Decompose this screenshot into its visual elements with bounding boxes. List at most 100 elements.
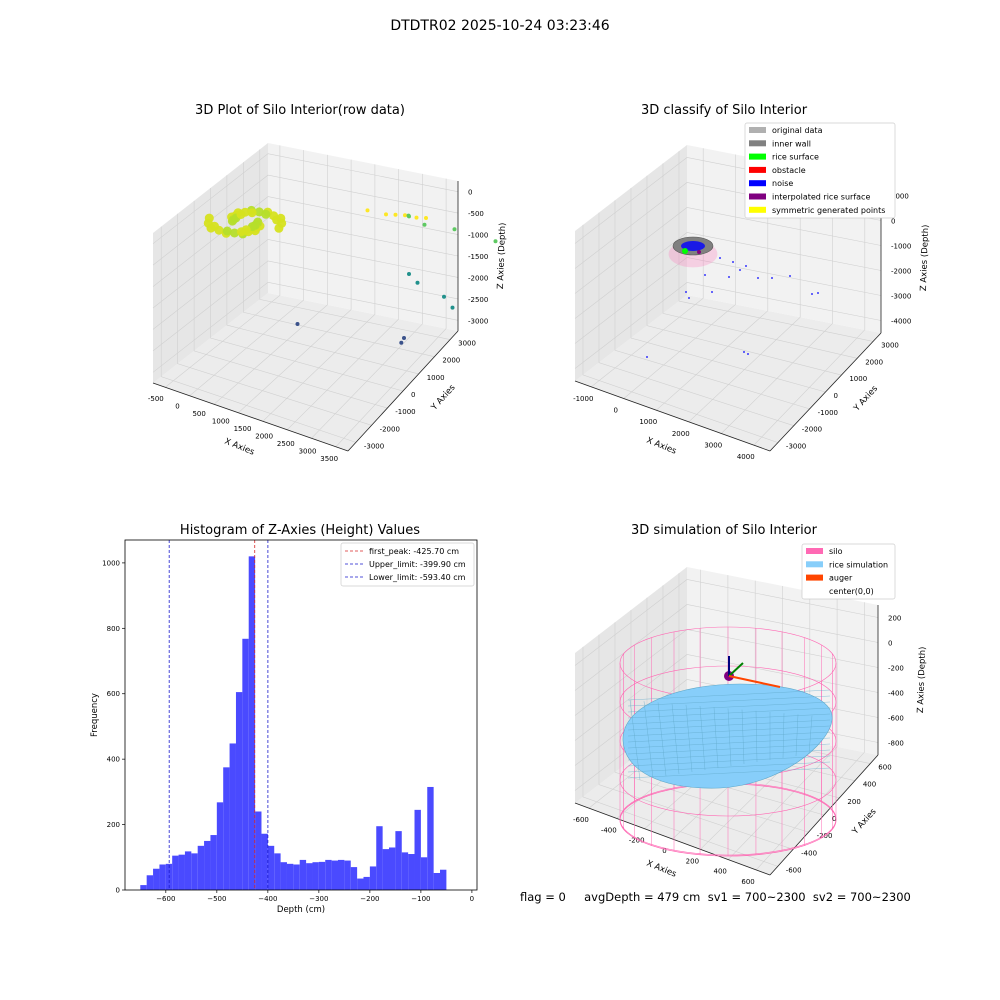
- p1-y-tick: -3000: [364, 442, 384, 450]
- p3-bar: [223, 767, 230, 890]
- p1-z-tick: 0: [468, 189, 472, 197]
- p2-y-tick: 0: [834, 392, 838, 400]
- p4-rice-mesh: [629, 699, 641, 781]
- p1-y-tick: 3000: [458, 340, 476, 348]
- p4-rice-mesh: [808, 715, 813, 755]
- p2-noise-point: [688, 297, 690, 299]
- p4-x-tick: -200: [629, 837, 645, 845]
- p1-grid-z: [152, 260, 459, 352]
- p2-noise-point: [747, 353, 749, 355]
- p3-legend-label: Lower_limit: -593.40 cm: [369, 573, 466, 582]
- p2-grid-y: [614, 200, 810, 410]
- p2-y-axis-line: [769, 332, 882, 452]
- p4-scene: [619, 626, 837, 857]
- p3-bar: [261, 833, 268, 890]
- p2-x-tick: 1000: [639, 418, 657, 426]
- p1-z-tick: -1500: [468, 253, 488, 261]
- p1-grid-y: [177, 213, 372, 426]
- panel2-title: 3D classify of Silo Interior: [640, 103, 808, 118]
- p4-rice-mesh: [627, 755, 831, 767]
- p3-bar: [242, 638, 249, 890]
- p1-x-tick: 1000: [212, 417, 230, 425]
- p1-x-tick: 3000: [299, 448, 317, 456]
- p1-x-tick: 2000: [255, 433, 273, 441]
- p3-y-tick: 600: [107, 690, 120, 698]
- p2-floor-pane: [575, 295, 881, 451]
- p1-point: [402, 336, 406, 340]
- p3-bar: [293, 864, 300, 890]
- p1-z-tick: -2000: [468, 274, 488, 282]
- p2-noise-point: [745, 265, 747, 267]
- p4-rice-mesh: [627, 731, 831, 743]
- p2-legend: [744, 122, 896, 219]
- p3-bar: [146, 875, 154, 890]
- p4-grid-z: [574, 604, 879, 691]
- p1-z-tick: -500: [468, 210, 484, 218]
- p1-grid-z: [152, 174, 459, 266]
- p4-rice-mesh: [643, 701, 654, 779]
- p2-y-tick: -2000: [802, 426, 822, 434]
- p4-z-tick: -600: [888, 715, 904, 723]
- p1-y-tick: 2000: [442, 357, 460, 365]
- p2-noise-point: [711, 291, 713, 293]
- p3-bar: [172, 855, 179, 890]
- p2-grid-x: [591, 148, 704, 388]
- p4-legend-label: rice simulation: [829, 560, 888, 569]
- p4-rice-mesh: [782, 713, 785, 759]
- p4-z-label: Z Axies (Depth): [916, 646, 928, 713]
- p1-x-tick: 1500: [234, 425, 252, 433]
- p2-z-tick: -3000: [891, 293, 911, 301]
- p2-grid-y: [630, 188, 826, 393]
- p3-y-tick: 1000: [102, 559, 120, 567]
- p3-bar: [382, 849, 389, 890]
- p1-point: [261, 209, 271, 219]
- p4-grid-z: [574, 579, 879, 666]
- p4-rice-mesh: [627, 701, 831, 713]
- panel3-title: Histogram of Z-Axies (Height) Values: [179, 523, 421, 538]
- p4-rice-mesh: [627, 713, 831, 725]
- p1-z-label: Z Axies (Depth): [496, 222, 508, 289]
- p4-y-tick: 600: [878, 764, 891, 772]
- p4-y-tick: -400: [801, 849, 817, 857]
- p2-noise-point: [685, 291, 687, 293]
- p1-grid-z: [152, 239, 459, 330]
- p2-x-tick: 0: [614, 407, 618, 415]
- p1-grid-x: [262, 164, 376, 422]
- p2-legend-label: inner wall: [772, 139, 811, 148]
- p2-noise-cluster: [681, 241, 705, 251]
- p3-x-tick: −300: [309, 895, 328, 903]
- p1-point: [399, 340, 404, 345]
- p3-bar: [350, 867, 358, 890]
- p2-legend-swatch: [749, 153, 766, 160]
- p1-y-label: Y Axies: [429, 382, 458, 413]
- p2-x-tick: 2000: [672, 430, 690, 438]
- p2-legend-label: original data: [772, 126, 823, 135]
- p2-noise-point: [757, 277, 759, 279]
- p2-grid-y: [582, 224, 778, 443]
- p4-rice-mesh: [627, 767, 831, 779]
- p4-legend-swatch: [806, 561, 823, 568]
- p2-legend-label: noise: [772, 179, 793, 188]
- p2-y-tick: 2000: [865, 358, 883, 366]
- p1-x-tick: 3500: [320, 455, 338, 463]
- p4-rice-mesh: [727, 708, 732, 767]
- p2-legend-swatch: [749, 140, 766, 147]
- p4-rice-mesh: [741, 709, 745, 765]
- p4-grid-x: [755, 602, 865, 871]
- p4-x-label: X Axies: [645, 859, 678, 880]
- p4-auger-line: [728, 675, 781, 688]
- p3-bar: [299, 859, 307, 890]
- p3-legend: [340, 542, 475, 587]
- p2-grid-z: [574, 257, 882, 344]
- p3-bar: [408, 854, 415, 890]
- p3-bar: [235, 692, 243, 890]
- p3-bar: [280, 862, 287, 890]
- p2-noise-point: [739, 269, 741, 271]
- p2-noise-point: [728, 276, 730, 278]
- p1-point: [442, 294, 446, 299]
- p1-grid-y: [210, 188, 404, 392]
- p3-x-tick: −200: [360, 895, 379, 903]
- p2-interpolated: [697, 250, 701, 254]
- p3-bar: [427, 786, 434, 890]
- p4-rice-mesh: [627, 707, 831, 719]
